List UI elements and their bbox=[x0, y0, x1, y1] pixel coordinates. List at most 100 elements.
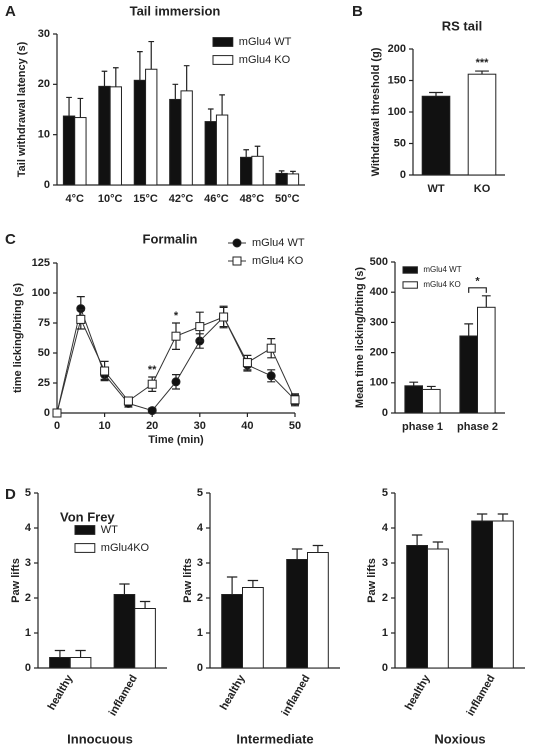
legend-swatch bbox=[402, 281, 418, 289]
x-tick-label: healthy bbox=[218, 672, 248, 712]
x-tick-label: 30 bbox=[194, 420, 206, 432]
error-bar bbox=[476, 513, 488, 521]
marker bbox=[123, 396, 133, 406]
error-bar bbox=[54, 649, 66, 658]
significance-label: * bbox=[174, 310, 179, 322]
error-bar bbox=[226, 576, 238, 595]
marker bbox=[147, 406, 157, 416]
y-tick-label: 300 bbox=[370, 316, 388, 328]
y-tick-label: 5 bbox=[25, 487, 31, 499]
x-tick-label: 42°C bbox=[169, 193, 194, 205]
x-tick-label: phase 1 bbox=[402, 421, 443, 433]
error-bar bbox=[119, 583, 130, 595]
marker bbox=[100, 366, 110, 376]
panel-label: D bbox=[5, 486, 16, 503]
significance-label: ** bbox=[148, 364, 157, 376]
y-tick-label: 1 bbox=[382, 627, 388, 639]
marker bbox=[76, 314, 86, 324]
bar bbox=[69, 657, 92, 669]
y-tick-label: 50 bbox=[394, 137, 406, 149]
marker bbox=[147, 379, 157, 389]
x-tick-label: KO bbox=[474, 183, 491, 195]
bar bbox=[242, 587, 264, 669]
y-axis-label: Paw lifts bbox=[366, 558, 378, 603]
y-tick-label: 0 bbox=[25, 662, 31, 674]
chart-title: Tail immersion bbox=[130, 3, 221, 18]
x-tick-label: phase 2 bbox=[457, 421, 498, 433]
bar bbox=[275, 172, 288, 186]
chart-title: Noxious bbox=[434, 731, 485, 746]
y-tick-label: 0 bbox=[400, 169, 406, 181]
marker bbox=[171, 377, 181, 387]
x-tick-label: 46°C bbox=[204, 193, 229, 205]
chart-title: Formalin bbox=[143, 231, 198, 246]
y-axis-label: Withdrawal threshold (g) bbox=[370, 47, 382, 176]
y-tick-label: 100 bbox=[32, 287, 50, 299]
error-bar bbox=[207, 108, 214, 122]
marker bbox=[266, 371, 276, 381]
error-bar bbox=[290, 170, 296, 174]
y-axis-label: Paw lifts bbox=[10, 558, 22, 603]
bar bbox=[109, 86, 122, 186]
bar bbox=[49, 657, 71, 669]
x-tick-label: 20 bbox=[146, 420, 158, 432]
y-tick-label: 0 bbox=[382, 662, 388, 674]
marker bbox=[242, 358, 252, 368]
error-bar bbox=[112, 67, 119, 87]
bar bbox=[404, 385, 423, 414]
x-tick-label: 40 bbox=[241, 420, 253, 432]
error-bar bbox=[464, 323, 474, 336]
error-bar bbox=[183, 65, 190, 91]
bar bbox=[204, 121, 217, 186]
y-tick-label: 2 bbox=[25, 592, 31, 604]
y-axis-label: Paw lifts bbox=[182, 558, 194, 603]
legend-label: mGlu4 WT bbox=[423, 265, 461, 274]
error-bar bbox=[172, 83, 179, 100]
y-tick-label: 2 bbox=[197, 592, 203, 604]
legend-label: mGlu4 WT bbox=[239, 36, 292, 48]
error-bar bbox=[481, 295, 491, 308]
x-tick-label: inflamed bbox=[465, 673, 498, 718]
significance-label: *** bbox=[476, 57, 490, 69]
y-tick-label: 20 bbox=[38, 78, 50, 90]
x-tick-label: 15°C bbox=[133, 193, 158, 205]
y-tick-label: 2 bbox=[382, 592, 388, 604]
x-tick-label: healthy bbox=[403, 672, 433, 712]
y-tick-label: 4 bbox=[25, 522, 32, 534]
bar bbox=[422, 388, 441, 414]
x-tick-label: 10 bbox=[98, 420, 110, 432]
bar bbox=[492, 520, 514, 669]
y-tick-label: 0 bbox=[44, 407, 50, 419]
bar bbox=[221, 594, 243, 669]
y-tick-label: 10 bbox=[38, 129, 50, 141]
x-tick-label: healthy bbox=[46, 672, 76, 712]
legend-marker bbox=[232, 256, 242, 266]
x-tick-label: inflamed bbox=[280, 673, 313, 718]
bar bbox=[459, 335, 478, 414]
bar bbox=[471, 520, 494, 669]
significance-label: * bbox=[475, 276, 480, 288]
legend-label: mGlu4 KO bbox=[423, 280, 460, 289]
y-tick-label: 200 bbox=[388, 43, 406, 55]
x-tick-label: 0 bbox=[54, 420, 60, 432]
x-tick-label: 50 bbox=[289, 420, 301, 432]
error-bar bbox=[426, 385, 436, 390]
error-bar bbox=[411, 534, 423, 546]
bar bbox=[180, 90, 193, 186]
bar bbox=[62, 115, 76, 186]
y-tick-label: 3 bbox=[25, 557, 31, 569]
error-bar bbox=[247, 579, 259, 588]
x-tick-label: inflamed bbox=[107, 673, 140, 718]
marker bbox=[171, 331, 181, 341]
y-tick-label: 3 bbox=[382, 557, 388, 569]
error-bar bbox=[139, 600, 151, 609]
y-tick-label: 25 bbox=[38, 377, 50, 389]
bar bbox=[133, 79, 147, 186]
legend-label: mGlu4 KO bbox=[239, 54, 291, 66]
y-tick-label: 100 bbox=[370, 377, 388, 389]
x-tick-label: 50°C bbox=[275, 193, 300, 205]
bar bbox=[134, 608, 156, 669]
y-axis-label: time licking/biting (s) bbox=[12, 283, 24, 393]
bar bbox=[251, 155, 264, 186]
